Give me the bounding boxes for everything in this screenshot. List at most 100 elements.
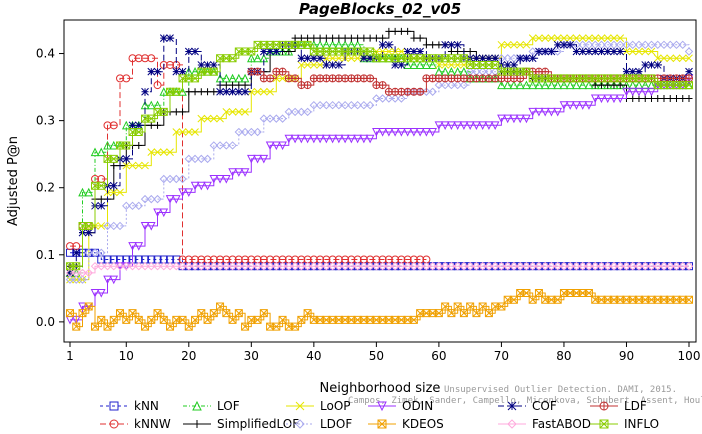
point-fastabod: [415, 261, 425, 271]
point-loop: [678, 54, 687, 63]
point-kdeos: [497, 302, 506, 311]
point-ldf: [659, 74, 668, 83]
point-odin: [178, 188, 187, 198]
point-ldof: [278, 114, 287, 123]
point-odin: [472, 121, 481, 130]
point-ldf: [409, 87, 418, 96]
point-odin: [478, 121, 487, 130]
point-fastabod: [609, 261, 619, 271]
y-tick-label: 0.3: [36, 114, 55, 128]
point-loop: [153, 148, 162, 157]
point-fastabod: [634, 261, 644, 271]
point-loop: [191, 128, 199, 136]
point-fastabod: [278, 261, 287, 271]
point-odin: [315, 134, 325, 144]
x-axis-label: Neighborhood size: [320, 381, 441, 396]
point-cof: [309, 54, 318, 63]
point-loop: [622, 47, 631, 56]
point-simplifiedlof: [385, 27, 393, 35]
point-simplifiedlof: [310, 34, 318, 42]
point-kdeos: [291, 322, 300, 331]
point-ldof: [178, 174, 187, 184]
point-fastabod: [565, 261, 575, 271]
point-fastabod: [484, 261, 494, 271]
point-cof: [610, 47, 618, 56]
point-ldof: [303, 107, 312, 117]
point-odin: [90, 289, 100, 298]
legend-marker-fastabod: [507, 419, 517, 429]
point-knnw: [122, 74, 131, 83]
legend-item-fastabod: FastABOD: [498, 417, 591, 431]
point-odin: [284, 134, 294, 144]
point-odin: [196, 181, 206, 191]
point-cof: [585, 47, 593, 56]
point-ldof: [134, 201, 143, 211]
legend-label-odin: ODIN: [402, 399, 433, 413]
point-ldof: [353, 100, 362, 110]
chart-title: PageBlocks_02_v05: [299, 0, 461, 18]
point-fastabod: [572, 261, 581, 271]
point-odin: [622, 87, 631, 97]
point-odin: [96, 289, 106, 298]
point-cof: [491, 54, 500, 63]
point-ldf: [422, 74, 431, 83]
point-odin: [359, 134, 369, 144]
point-cof: [472, 54, 481, 63]
point-cof: [203, 61, 212, 69]
point-inflo: [209, 67, 218, 76]
point-simplifiedlof: [316, 34, 324, 42]
point-loop: [259, 87, 268, 96]
point-ldof: [641, 40, 650, 50]
point-ldof: [203, 154, 212, 164]
point-kdeos: [234, 309, 243, 318]
point-simplifiedlof: [397, 27, 405, 35]
point-loop: [610, 34, 618, 42]
point-inflo: [109, 154, 118, 163]
point-odin: [222, 174, 231, 184]
point-odin: [134, 242, 144, 251]
point-odin: [146, 221, 156, 231]
legend-marker-lof: [192, 400, 202, 411]
point-fastabod: [122, 261, 131, 271]
point-odin: [403, 128, 412, 137]
point-odin: [522, 114, 531, 124]
point-odin: [390, 128, 400, 137]
point-loop: [547, 34, 556, 42]
point-loop: [316, 61, 324, 69]
point-kdeos: [459, 309, 468, 318]
point-loop: [109, 188, 118, 197]
point-odin: [171, 195, 181, 204]
point-odin: [203, 181, 212, 191]
point-odin: [290, 134, 300, 144]
legend-label-knnw: kNNW: [134, 417, 171, 431]
point-loop: [585, 34, 593, 42]
point-ldof: [322, 100, 331, 110]
point-knnw: [147, 54, 156, 63]
point-cof: [97, 201, 106, 210]
point-ldof: [334, 100, 344, 110]
point-ldof: [378, 94, 387, 103]
point-cof: [134, 121, 143, 130]
point-lof: [584, 80, 594, 90]
point-simplifiedlof: [379, 34, 387, 42]
point-odin: [347, 134, 356, 144]
point-odin: [572, 101, 581, 110]
legend-item-knnw: kNNW: [100, 417, 171, 431]
point-inflo: [84, 221, 93, 230]
point-loop: [653, 54, 662, 63]
point-simplifiedlof: [322, 34, 330, 42]
point-simplifiedlof: [679, 94, 687, 102]
point-odin: [453, 121, 462, 130]
point-ldof: [140, 194, 150, 204]
point-loop: [303, 61, 312, 69]
point-odin: [565, 101, 575, 110]
point-kdeos: [109, 315, 118, 324]
point-knnw: [109, 121, 118, 130]
point-loop: [516, 40, 525, 49]
legend-marker-knn: [109, 401, 119, 411]
point-fastabod: [290, 261, 300, 271]
point-cof: [322, 61, 331, 69]
point-ldof: [347, 100, 356, 110]
point-fastabod: [197, 261, 206, 271]
point-ldf: [416, 87, 425, 96]
